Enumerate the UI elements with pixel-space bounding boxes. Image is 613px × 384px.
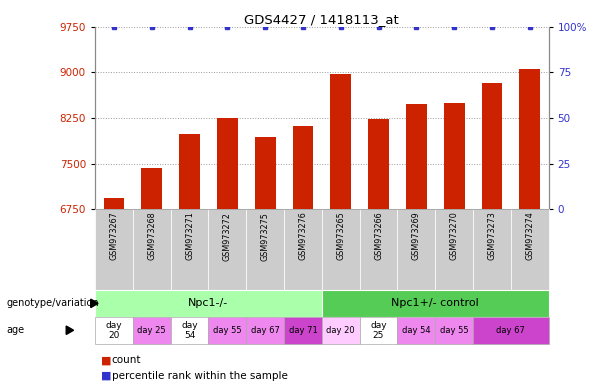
Text: GSM973273: GSM973273 [487, 212, 497, 260]
Bar [292, 126, 313, 209]
Bar [473, 209, 511, 290]
Text: day 55: day 55 [213, 326, 242, 335]
Text: day 67: day 67 [251, 326, 280, 335]
Bar [360, 209, 397, 290]
Text: ■: ■ [101, 355, 112, 365]
Bar [330, 74, 351, 209]
Bar [246, 317, 284, 344]
Text: day 20: day 20 [326, 326, 355, 335]
Bar [482, 83, 502, 209]
Text: day 55: day 55 [440, 326, 468, 335]
Text: GSM973267: GSM973267 [109, 212, 118, 260]
Text: Npc1-/-: Npc1-/- [188, 298, 229, 308]
Text: GSM973275: GSM973275 [261, 212, 270, 261]
Text: day
54: day 54 [181, 321, 198, 340]
Bar [397, 317, 435, 344]
Text: GSM973270: GSM973270 [449, 212, 459, 260]
Text: Npc1+/- control: Npc1+/- control [391, 298, 479, 308]
Bar [133, 209, 170, 290]
Bar [95, 317, 133, 344]
Text: day 71: day 71 [289, 326, 318, 335]
Bar [511, 209, 549, 290]
Bar [322, 290, 549, 317]
Text: day 67: day 67 [497, 326, 525, 335]
Bar [255, 137, 275, 209]
Text: age: age [6, 325, 25, 335]
Bar [444, 104, 465, 209]
Text: day
20: day 20 [105, 321, 122, 340]
Bar [208, 317, 246, 344]
Bar [142, 168, 162, 209]
Bar [133, 317, 170, 344]
Bar [397, 209, 435, 290]
Text: GSM973272: GSM973272 [223, 212, 232, 261]
Text: count: count [112, 355, 141, 365]
Text: GSM973269: GSM973269 [412, 212, 421, 260]
Title: GDS4427 / 1418113_at: GDS4427 / 1418113_at [245, 13, 399, 26]
Bar [170, 209, 208, 290]
Bar [104, 199, 124, 209]
Text: GSM973276: GSM973276 [299, 212, 308, 260]
Text: GSM973266: GSM973266 [374, 212, 383, 260]
Text: GSM973268: GSM973268 [147, 212, 156, 260]
Bar [435, 317, 473, 344]
Bar [170, 317, 208, 344]
Bar [473, 317, 549, 344]
Bar [519, 70, 540, 209]
Text: genotype/variation: genotype/variation [6, 298, 99, 308]
Bar [322, 209, 360, 290]
Bar [95, 209, 133, 290]
Bar [246, 209, 284, 290]
Bar [284, 209, 322, 290]
Text: GSM973274: GSM973274 [525, 212, 535, 260]
Bar [360, 317, 397, 344]
Text: day 54: day 54 [402, 326, 431, 335]
Text: GSM973265: GSM973265 [336, 212, 345, 260]
Bar [322, 317, 360, 344]
Text: percentile rank within the sample: percentile rank within the sample [112, 371, 287, 381]
Bar [406, 104, 427, 209]
Text: day 25: day 25 [137, 326, 166, 335]
Bar [95, 290, 322, 317]
Bar [284, 317, 322, 344]
Text: day
25: day 25 [370, 321, 387, 340]
Text: ■: ■ [101, 371, 112, 381]
Bar [179, 134, 200, 209]
Text: GSM973271: GSM973271 [185, 212, 194, 260]
Bar [217, 118, 238, 209]
Bar [435, 209, 473, 290]
Bar [208, 209, 246, 290]
Bar [368, 119, 389, 209]
